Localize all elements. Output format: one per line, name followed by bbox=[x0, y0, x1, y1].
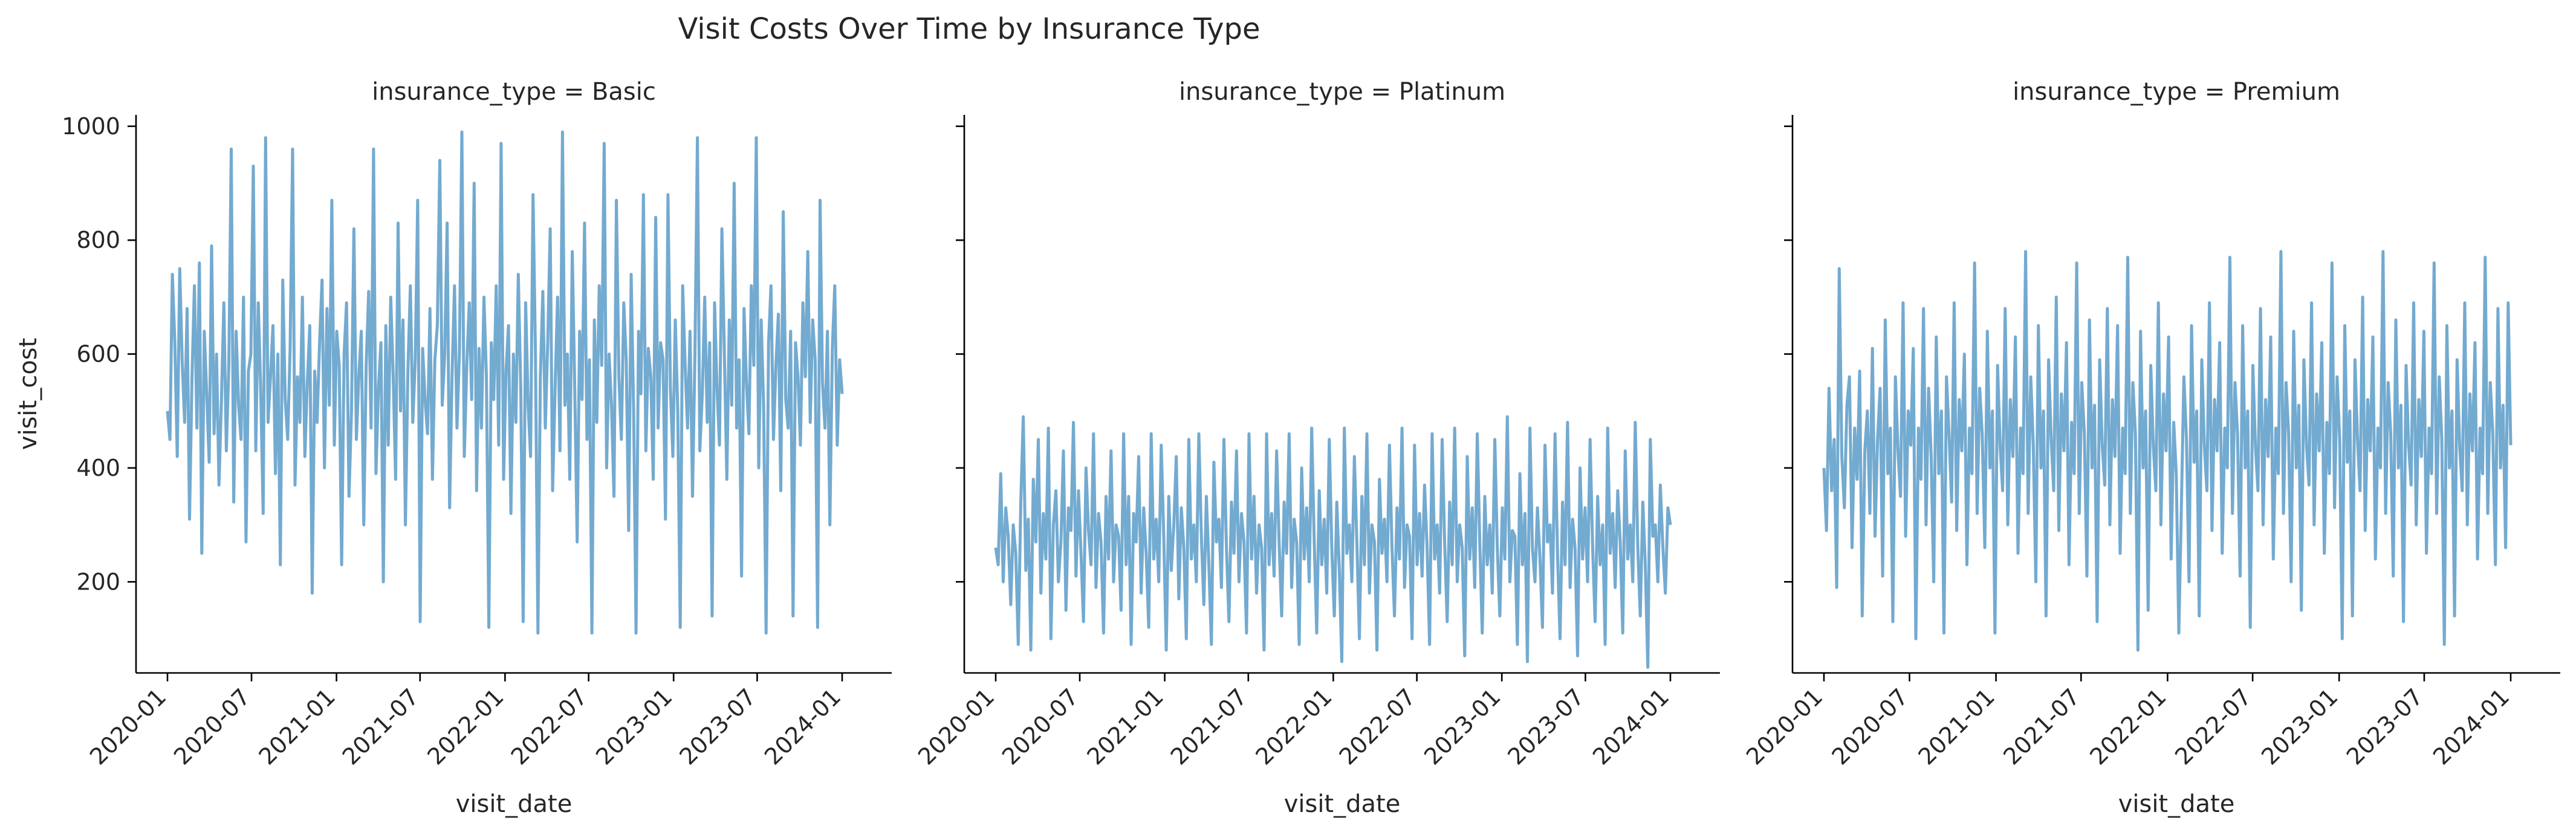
series-line bbox=[1822, 250, 2513, 652]
panels: insurance_type = Basic 200 400 600 800 1000 20… bbox=[15, 78, 2560, 818]
y-tick-label: 600 bbox=[76, 341, 120, 368]
x-tick-label: 2024-01 bbox=[759, 683, 846, 770]
chart-title: Visit Costs Over Time by Insurance Type bbox=[678, 12, 1260, 46]
x-tick-label: 2020-01 bbox=[913, 683, 999, 770]
x-tick-label: 2023-07 bbox=[674, 683, 761, 770]
y-tick-label: 200 bbox=[76, 568, 120, 595]
x-tick-label: 2021-07 bbox=[337, 683, 424, 770]
x-tick-label: 2023-01 bbox=[591, 683, 677, 770]
y-axis-label: visit_cost bbox=[15, 338, 42, 450]
x-tick-label: 2022-01 bbox=[2084, 683, 2171, 770]
x-tick-label: 2021-01 bbox=[1082, 683, 1169, 770]
x-tick-label: 2020-01 bbox=[85, 683, 171, 770]
x-tick-label: 2022-07 bbox=[2170, 683, 2256, 770]
x-axis-label: visit_date bbox=[2118, 790, 2235, 818]
x-tick-label: 2021-07 bbox=[1998, 683, 2084, 770]
panel-title: insurance_type = Premium bbox=[2013, 78, 2340, 106]
x-tick-label: 2022-01 bbox=[1250, 683, 1337, 770]
x-tick-label: 2020-07 bbox=[169, 683, 255, 770]
series-line bbox=[994, 415, 1672, 669]
x-tick-label: 2023-01 bbox=[1419, 683, 1505, 770]
x-tick-label: 2020-01 bbox=[1741, 683, 1828, 770]
x-tick-label: 2022-01 bbox=[422, 683, 508, 770]
x-tick-label: 2023-07 bbox=[2341, 683, 2428, 770]
y-tick-label: 800 bbox=[76, 227, 120, 253]
panel: insurance_type = Basic 200 400 600 800 1000 20… bbox=[15, 78, 892, 818]
panel: insurance_type = Platinum2020-012020-072… bbox=[913, 78, 1720, 818]
panel-title: insurance_type = Basic bbox=[372, 78, 656, 106]
series-line bbox=[166, 130, 844, 635]
x-tick-label: 2022-07 bbox=[506, 683, 592, 770]
x-axis-label: visit_date bbox=[456, 790, 573, 818]
x-tick-label: 2020-07 bbox=[1826, 683, 1913, 770]
x-tick-label: 2021-07 bbox=[1166, 683, 1252, 770]
x-tick-label: 2020-07 bbox=[997, 683, 1083, 770]
y-tick-label: 400 bbox=[76, 455, 120, 481]
x-tick-label: 2023-07 bbox=[1502, 683, 1589, 770]
x-tick-label: 2023-01 bbox=[2256, 683, 2343, 770]
x-tick-label: 2022-07 bbox=[1334, 683, 1421, 770]
y-tick-label: 1000 bbox=[62, 113, 120, 140]
panel-title: insurance_type = Platinum bbox=[1179, 78, 1505, 106]
x-tick-label: 2021-01 bbox=[1913, 683, 2000, 770]
x-tick-label: 2024-01 bbox=[1588, 683, 1674, 770]
x-tick-label: 2021-01 bbox=[254, 683, 340, 770]
x-axis-label: visit_date bbox=[1284, 790, 1401, 818]
x-tick-label: 2024-01 bbox=[2428, 683, 2514, 770]
